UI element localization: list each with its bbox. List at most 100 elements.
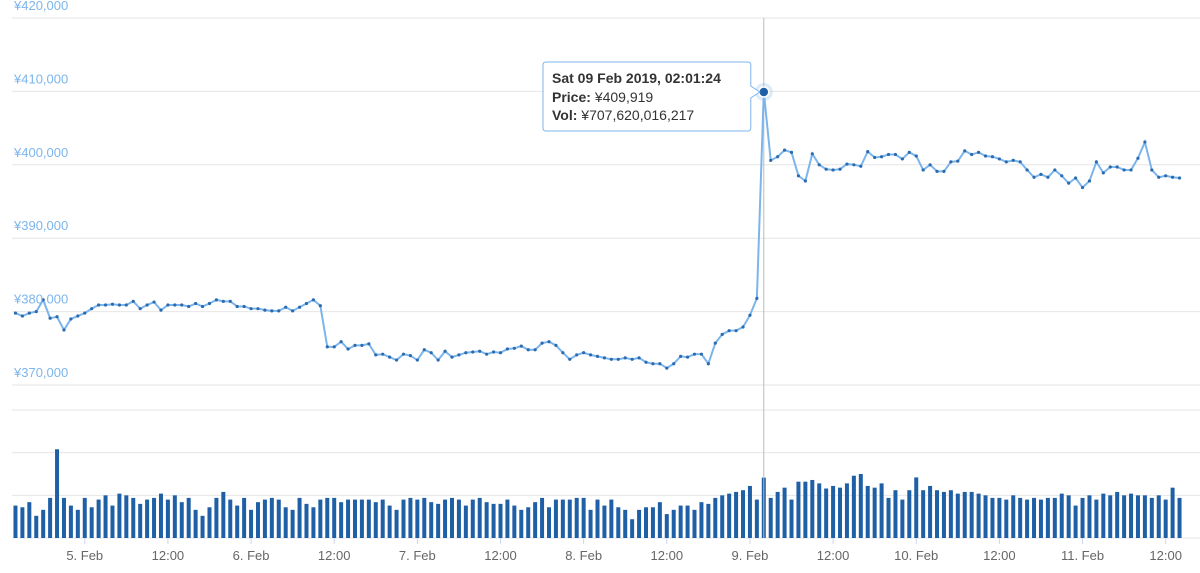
volume-bar [158, 493, 163, 538]
volume-bar [75, 509, 80, 538]
y-tick-label: ¥370,000 [13, 365, 68, 380]
volume-bar [1108, 495, 1113, 538]
price-point [408, 354, 413, 358]
price-point [699, 352, 704, 356]
price-point [498, 351, 503, 355]
volume-bar [318, 499, 323, 538]
volume-bar [436, 503, 441, 538]
tooltip-box [542, 61, 761, 132]
tooltip-vol-value: ¥707,620,016,217 [580, 107, 694, 123]
price-point [471, 350, 475, 354]
volume-bar [13, 505, 18, 538]
price-point [1053, 168, 1057, 172]
volume-bar [20, 507, 25, 538]
volume-bar [27, 502, 32, 538]
price-point [180, 303, 184, 307]
price-point [284, 305, 288, 309]
volume-bar [664, 514, 669, 538]
price-point [145, 303, 149, 307]
volume-bar [283, 507, 288, 538]
volume-bar [581, 497, 586, 538]
volume-bar [276, 499, 281, 538]
volume-bar [1122, 495, 1127, 538]
price-point [970, 152, 974, 157]
price-point [332, 345, 336, 349]
y-tick-label: ¥400,000 [13, 145, 68, 160]
price-plot [13, 82, 1182, 370]
price-point [519, 344, 523, 348]
volume-bar [1094, 499, 1099, 538]
price-point [325, 345, 329, 349]
volume-bar [616, 507, 621, 538]
volume-bar [678, 505, 683, 538]
volume-bar [699, 502, 704, 538]
price-point [1080, 185, 1085, 190]
volume-bar [893, 490, 898, 538]
price-point [720, 332, 724, 336]
price-point [1018, 160, 1022, 164]
volume-bar [595, 499, 600, 538]
volume-bar [747, 485, 752, 538]
volume-bar [1059, 493, 1064, 538]
price-point [665, 366, 669, 370]
volume-bar [782, 487, 787, 538]
volume-bar [796, 481, 801, 538]
price-point [879, 155, 884, 159]
volume-bar [741, 490, 746, 538]
tooltip-vol-label: Vol: [552, 107, 577, 123]
price-point [512, 346, 516, 350]
price-point [588, 353, 593, 357]
price-point [838, 167, 842, 171]
volume-bar [297, 497, 302, 538]
price-point [533, 348, 537, 352]
volume-bar [526, 507, 531, 538]
price-point [360, 343, 364, 347]
price-point [741, 325, 745, 329]
volume-bar [623, 509, 628, 538]
grid [12, 17, 1200, 539]
price-point [796, 174, 801, 178]
volume-bar [1156, 495, 1161, 538]
volume-bar [983, 495, 988, 538]
price-point [983, 154, 988, 158]
volume-bar [1038, 499, 1043, 538]
price-point [235, 304, 239, 309]
y-tick-label: ¥410,000 [13, 71, 68, 86]
price-point [672, 362, 676, 366]
volume-bar [242, 497, 247, 538]
volume-bar [200, 515, 205, 538]
volume-bar [990, 497, 995, 538]
volume-bar [1101, 493, 1106, 538]
volume-bar [851, 475, 856, 538]
volume-bar [1149, 497, 1154, 538]
volume-bar [657, 502, 662, 538]
volume-bar [519, 509, 524, 538]
price-point [1067, 181, 1071, 185]
volume-bar [491, 503, 496, 538]
price-point [194, 301, 198, 306]
price-point [1094, 160, 1098, 164]
price-point [859, 164, 863, 168]
price-point [651, 362, 655, 366]
price-point [20, 314, 24, 318]
volume-bar [179, 502, 184, 538]
price-point [886, 152, 891, 157]
price-point [62, 328, 66, 332]
price-point [214, 298, 219, 302]
volume-bar [900, 499, 905, 538]
volume-bar [255, 502, 260, 538]
volume-bar [553, 499, 558, 538]
volume-bar [644, 507, 649, 538]
price-point [824, 167, 828, 171]
price-point [540, 341, 544, 345]
volume-bar [214, 497, 219, 538]
price-point [422, 348, 426, 352]
volume-bar [567, 499, 572, 538]
volume-bar [415, 499, 420, 538]
volume-bar [533, 502, 538, 538]
price-point [34, 310, 38, 314]
volume-bar [443, 499, 448, 538]
volume-bar [380, 499, 385, 538]
volume-bar [775, 491, 780, 538]
volume-bar [1032, 497, 1037, 538]
